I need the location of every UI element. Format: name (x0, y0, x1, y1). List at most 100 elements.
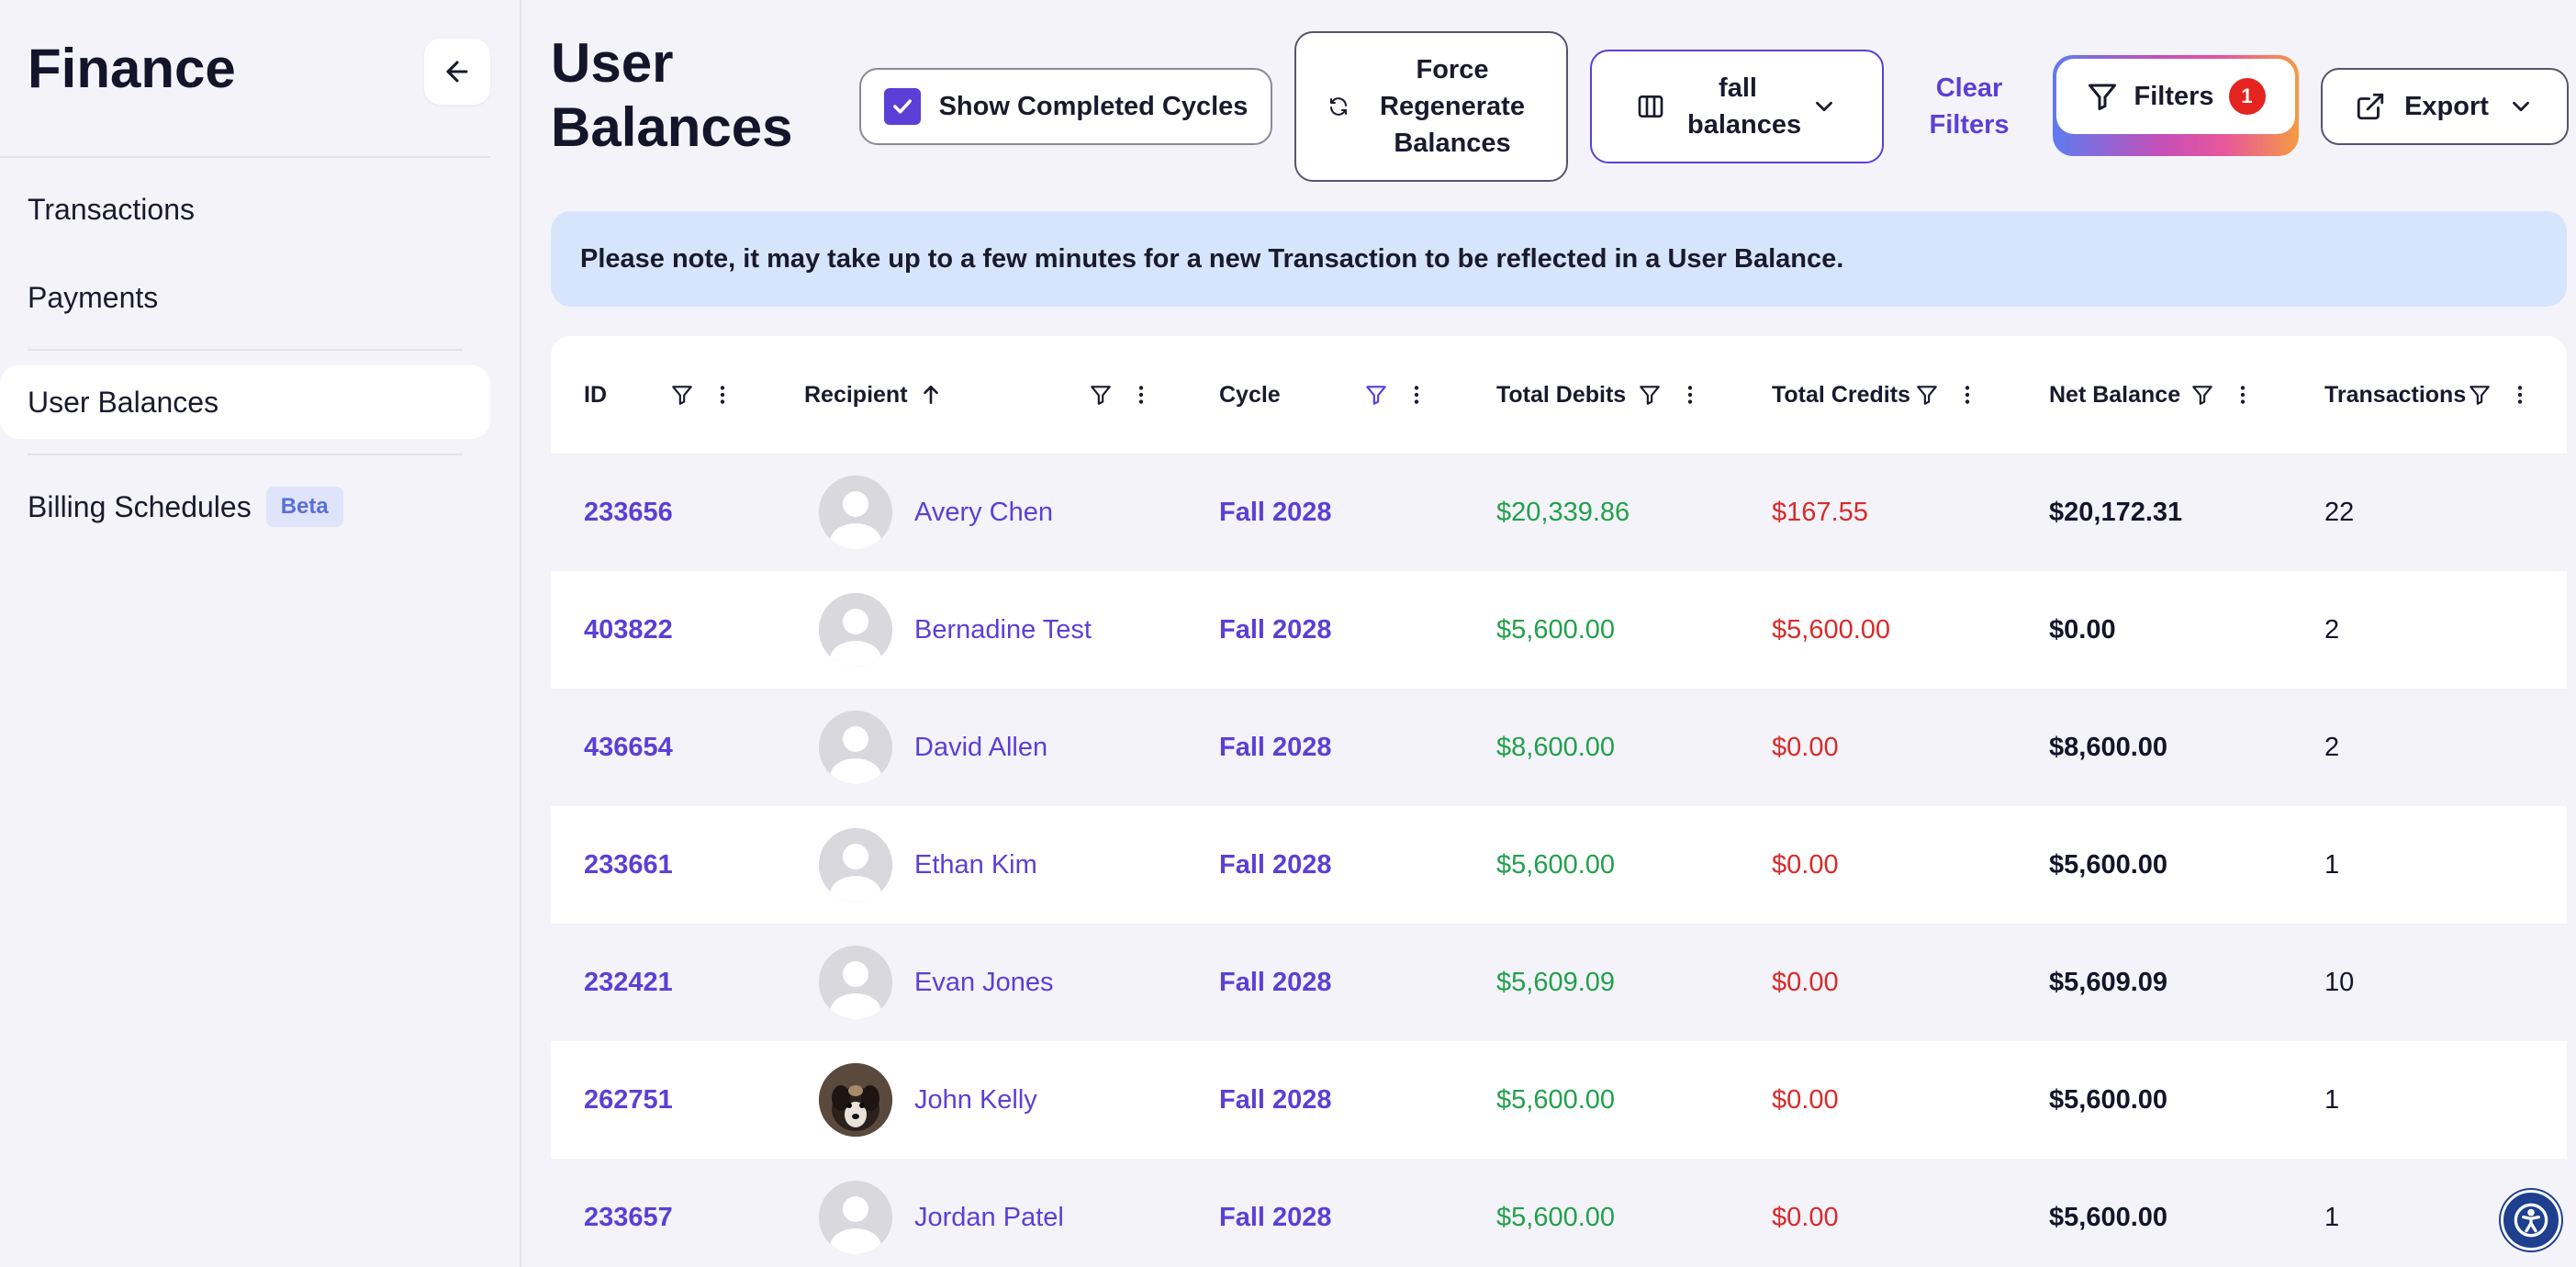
recipient-name-link[interactable]: Bernadine Test (914, 614, 1092, 645)
show-completed-label: Show Completed Cycles (938, 91, 1249, 121)
table-row[interactable]: 436654 David Allen Fall 2028 $8,600.00 $0.00… (551, 689, 2567, 806)
show-completed-cycles-toggle[interactable]: Show Completed Cycles (859, 68, 1272, 145)
filter-icon[interactable] (1915, 383, 1939, 407)
recipient-name-link[interactable]: Ethan Kim (914, 849, 1037, 880)
table-row[interactable]: 233657 Jordan Patel Fall 2028 $5,600.00 $0.0… (551, 1159, 2567, 1267)
recipient-name-link[interactable]: David Allen (914, 732, 1048, 762)
column-header-actions (670, 336, 734, 454)
sidebar-item-label: Billing Schedules (28, 489, 252, 523)
column-header-total-debits[interactable]: Total Debits (1496, 336, 1626, 454)
recipient-name-link[interactable]: Avery Chen (914, 497, 1053, 527)
checkbox-checked-icon[interactable] (883, 88, 921, 125)
clear-filters-link[interactable]: Clear Filters (1929, 73, 2010, 140)
column-header-id[interactable]: ID (584, 336, 607, 454)
saved-view-select[interactable]: fall balances (1590, 50, 1884, 163)
transactions-count: 2 (2324, 614, 2340, 645)
column-header-net-balance[interactable]: Net Balance (2049, 336, 2180, 454)
column-header-label: Total Debits (1496, 381, 1627, 408)
filter-icon[interactable] (1089, 383, 1113, 407)
total-credits-value: $0.00 (1772, 849, 1839, 880)
chevron-down-icon (1816, 101, 1832, 112)
column-header-label: Net Balance (2049, 381, 2181, 408)
cycle-link[interactable]: Fall 2028 (1219, 614, 1332, 645)
sidebar-item-user-balances[interactable]: User Balances (0, 365, 490, 439)
accessibility-icon (2514, 1203, 2548, 1238)
columns-icon (1638, 95, 1663, 118)
total-debits-value: $5,600.00 (1496, 849, 1616, 880)
filter-icon[interactable] (2190, 383, 2214, 407)
total-credits-value: $0.00 (1772, 732, 1839, 762)
sidebar-item-transactions[interactable]: Transactions (0, 173, 490, 246)
kebab-menu-icon[interactable] (711, 381, 734, 409)
refresh-icon (1330, 97, 1347, 116)
force-regenerate-label: Force Regenerate Balances (1380, 55, 1525, 158)
kebab-menu-icon[interactable] (1955, 381, 1979, 409)
sidebar-item-label: Transactions (28, 192, 195, 226)
force-regenerate-button[interactable]: Force Regenerate Balances (1294, 31, 1568, 182)
export-button[interactable]: Export (2321, 68, 2569, 145)
sidebar-item-payments[interactable]: Payments (0, 261, 490, 334)
filter-icon[interactable] (1364, 383, 1388, 407)
column-header-actions (1915, 336, 1979, 454)
column-header-transactions[interactable]: Transactions (2324, 336, 2466, 454)
column-header-recipient[interactable]: Recipient (804, 336, 943, 454)
filter-icon[interactable] (670, 383, 694, 407)
cycle-link[interactable]: Fall 2028 (1219, 1202, 1332, 1232)
sidebar-divider (28, 454, 463, 455)
net-balance-value: $20,172.31 (2049, 497, 2183, 527)
recipient-name-link[interactable]: Evan Jones (914, 967, 1054, 997)
balance-id-link[interactable]: 233657 (584, 1202, 673, 1232)
chevron-down-icon (2513, 101, 2529, 112)
column-header-actions (1364, 336, 1428, 454)
filters-button[interactable]: Filters 1 (2053, 55, 2299, 156)
column-header-actions (2190, 336, 2255, 454)
balance-id-link[interactable]: 232421 (584, 967, 673, 997)
cycle-link[interactable]: Fall 2028 (1219, 967, 1332, 997)
cycle-link[interactable]: Fall 2028 (1219, 849, 1332, 880)
accessibility-button[interactable] (2501, 1190, 2561, 1250)
filter-icon[interactable] (1638, 383, 1662, 407)
kebab-menu-icon[interactable] (1129, 381, 1153, 409)
table-row[interactable]: 403822 Bernadine Test Fall 2028 $5,600.00 $5… (551, 571, 2567, 689)
recipient-name-link[interactable]: Jordan Patel (914, 1202, 1064, 1232)
table-row[interactable]: 233661 Ethan Kim Fall 2028 $5,600.00 $0.00 $5… (551, 806, 2567, 924)
transactions-count: 2 (2324, 732, 2340, 762)
total-debits-value: $20,339.86 (1496, 497, 1630, 527)
user-balances-table: ID Recipient Cycle Total Debits Total Credit… (551, 336, 2567, 1267)
kebab-menu-icon[interactable] (2508, 381, 2532, 409)
column-header-cycle[interactable]: Cycle (1219, 336, 1281, 454)
column-header-total-credits[interactable]: Total Credits (1772, 336, 1910, 454)
sort-arrow-up-icon[interactable] (919, 383, 943, 407)
cycle-link[interactable]: Fall 2028 (1219, 1084, 1332, 1115)
column-header-label: Cycle (1219, 381, 1281, 408)
balance-id-link[interactable]: 403822 (584, 614, 673, 645)
filters-label: Filters (2134, 81, 2214, 111)
recipient-name-link[interactable]: John Kelly (914, 1084, 1037, 1115)
net-balance-value: $5,600.00 (2049, 849, 2168, 880)
export-label: Export (2404, 91, 2489, 121)
column-header-actions (1638, 336, 1702, 454)
total-credits-value: $0.00 (1772, 967, 1839, 997)
avatar-placeholder-icon (819, 593, 892, 667)
total-credits-value: $0.00 (1772, 1202, 1839, 1232)
saved-view-label: fall balances (1687, 73, 1802, 140)
balance-id-link[interactable]: 233656 (584, 497, 673, 527)
cycle-link[interactable]: Fall 2028 (1219, 497, 1332, 527)
avatar-placeholder-icon (819, 828, 892, 902)
kebab-menu-icon[interactable] (2231, 381, 2255, 409)
balance-id-link[interactable]: 262751 (584, 1084, 673, 1115)
table-row[interactable]: 262751 John Kelly Fall 2028 $5,600.00 $0.00 $… (551, 1041, 2567, 1159)
column-header-actions (1089, 336, 1153, 454)
filters-count-badge: 1 (2228, 78, 2266, 115)
table-row[interactable]: 232421 Evan Jones Fall 2028 $5,609.09 $0.00 $… (551, 924, 2567, 1041)
balance-id-link[interactable]: 436654 (584, 732, 673, 762)
balance-id-link[interactable]: 233661 (584, 849, 673, 880)
table-row[interactable]: 233656 Avery Chen Fall 2028 $20,339.86 $167.… (551, 454, 2567, 571)
collapse-sidebar-button[interactable] (424, 39, 490, 105)
kebab-menu-icon[interactable] (1678, 381, 1702, 409)
sort-indicator[interactable] (908, 383, 943, 407)
kebab-menu-icon[interactable] (1405, 381, 1428, 409)
filter-icon[interactable] (2468, 383, 2492, 407)
sidebar-item-billing-schedules[interactable]: Billing Schedules Beta (0, 470, 490, 544)
cycle-link[interactable]: Fall 2028 (1219, 732, 1332, 762)
